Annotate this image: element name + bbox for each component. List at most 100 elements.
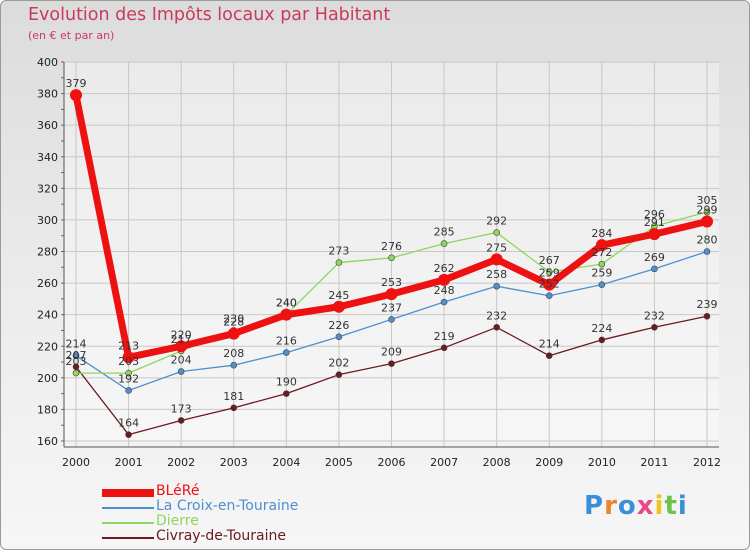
data-point-bl-r- <box>490 253 503 266</box>
data-label-la-croix-en-touraine: 248 <box>434 284 455 297</box>
data-label-dierre: 230 <box>223 312 244 325</box>
data-label-civray-de-touraine: 214 <box>539 338 560 351</box>
data-point-bl-r- <box>595 239 608 252</box>
x-tick-label: 2012 <box>693 456 721 469</box>
data-label-civray-de-touraine: 239 <box>697 298 718 311</box>
data-label-bl-r-: 291 <box>644 216 665 229</box>
data-point-la-croix-en-touraine <box>493 282 500 290</box>
data-label-bl-r-: 379 <box>66 77 87 90</box>
data-point-bl-r- <box>332 300 345 313</box>
data-label-civray-de-touraine: 232 <box>644 309 665 322</box>
x-tick-label: 2000 <box>62 456 90 469</box>
data-label-bl-r-: 245 <box>328 289 349 302</box>
legend-swatch-la-croix <box>102 507 154 509</box>
data-point-la-croix-en-touraine <box>703 248 711 255</box>
data-label-bl-r-: 213 <box>118 339 139 352</box>
data-label-bl-r-: 262 <box>434 262 455 275</box>
x-tick-label: 2005 <box>325 456 353 469</box>
data-point-dierre <box>493 229 500 236</box>
data-point-civray-de-touraine <box>283 390 290 397</box>
data-label-bl-r-: 220 <box>171 328 192 341</box>
y-tick-label: 400 <box>37 56 58 69</box>
data-point-dierre <box>598 260 606 268</box>
data-label-la-croix-en-touraine: 252 <box>539 278 560 291</box>
x-tick-label: 2009 <box>535 456 563 469</box>
y-tick-label: 320 <box>37 182 58 195</box>
data-label-la-croix-en-touraine: 226 <box>328 319 349 332</box>
y-tick-label: 300 <box>37 214 58 227</box>
data-label-dierre: 267 <box>539 254 560 267</box>
y-tick-label: 260 <box>37 277 58 290</box>
y-tick-label: 360 <box>37 119 58 132</box>
data-point-bl-r- <box>438 273 451 286</box>
legend-swatch-dierre <box>102 522 154 524</box>
data-label-dierre: 240 <box>276 297 297 310</box>
y-tick-label: 340 <box>37 151 58 164</box>
data-point-civray-de-touraine <box>651 323 658 331</box>
data-point-la-croix-en-touraine <box>72 352 80 360</box>
data-label-civray-de-touraine: 202 <box>328 357 349 370</box>
legend-swatch-blere <box>102 489 154 497</box>
data-point-civray-de-touraine <box>125 431 132 438</box>
data-label-bl-r-: 240 <box>276 297 297 310</box>
x-tick-label: 2001 <box>115 456 143 469</box>
x-tick-label: 2010 <box>588 456 616 469</box>
data-point-civray-de-touraine <box>703 312 711 320</box>
data-label-la-croix-en-touraine: 258 <box>486 268 507 281</box>
data-label-la-croix-en-touraine: 269 <box>644 251 665 264</box>
proxiti-logo: Proxiti <box>584 491 688 521</box>
data-label-civray-de-touraine: 207 <box>66 349 87 362</box>
legend-label-dierre: Dierre <box>156 513 199 529</box>
data-label-civray-de-touraine: 224 <box>591 322 612 335</box>
data-label-la-croix-en-touraine: 208 <box>223 347 244 360</box>
data-point-civray-de-touraine <box>598 336 606 344</box>
data-point-la-croix-en-touraine <box>545 292 553 300</box>
data-label-la-croix-en-touraine: 216 <box>276 335 297 348</box>
y-tick-label: 280 <box>37 246 58 259</box>
chart-title: Evolution des Impôts locaux par Habitant <box>28 5 391 25</box>
data-point-civray-de-touraine <box>388 360 395 367</box>
data-point-dierre <box>440 240 448 247</box>
data-point-civray-de-touraine <box>440 344 448 352</box>
data-label-bl-r-: 253 <box>381 276 402 289</box>
y-tick-label: 240 <box>37 309 58 322</box>
data-point-bl-r- <box>175 340 188 353</box>
data-label-dierre: 285 <box>434 226 455 239</box>
x-tick-label: 2004 <box>272 456 300 469</box>
data-point-bl-r- <box>122 351 135 364</box>
x-tick-label: 2008 <box>483 456 511 469</box>
data-label-dierre: 296 <box>644 208 665 221</box>
data-point-civray-de-touraine <box>545 352 553 360</box>
x-tick-label: 2007 <box>430 456 458 469</box>
y-tick-label: 160 <box>37 435 58 448</box>
data-point-civray-de-touraine <box>177 417 185 424</box>
data-label-la-croix-en-touraine: 280 <box>697 234 718 247</box>
data-point-la-croix-en-touraine <box>177 368 185 375</box>
data-label-civray-de-touraine: 173 <box>171 402 192 415</box>
data-label-la-croix-en-touraine: 204 <box>171 354 192 367</box>
data-point-la-croix-en-touraine <box>388 316 395 323</box>
data-label-civray-de-touraine: 190 <box>276 376 297 389</box>
data-label-civray-de-touraine: 181 <box>223 390 244 403</box>
data-point-dierre <box>388 254 395 262</box>
logo-letter: i <box>677 491 688 521</box>
data-label-dierre: 305 <box>697 194 718 207</box>
logo-letter: i <box>654 491 665 521</box>
data-label-bl-r-: 259 <box>539 267 560 280</box>
x-tick-label: 2003 <box>220 456 248 469</box>
data-label-la-croix-en-touraine: 192 <box>118 372 139 385</box>
data-point-la-croix-en-touraine <box>125 387 132 394</box>
data-point-la-croix-en-touraine <box>335 333 343 341</box>
data-point-civray-de-touraine <box>335 371 343 378</box>
logo-letter: P <box>584 491 605 521</box>
data-point-dierre <box>545 268 553 276</box>
data-point-bl-r- <box>385 288 398 301</box>
data-label-la-croix-en-touraine: 214 <box>66 338 87 351</box>
data-point-la-croix-en-touraine <box>598 281 606 288</box>
data-point-bl-r- <box>280 308 293 321</box>
data-label-civray-de-touraine: 232 <box>486 309 507 322</box>
x-tick-label: 2006 <box>378 456 406 469</box>
data-label-dierre: 292 <box>486 215 507 228</box>
data-point-civray-de-touraine <box>493 323 500 331</box>
